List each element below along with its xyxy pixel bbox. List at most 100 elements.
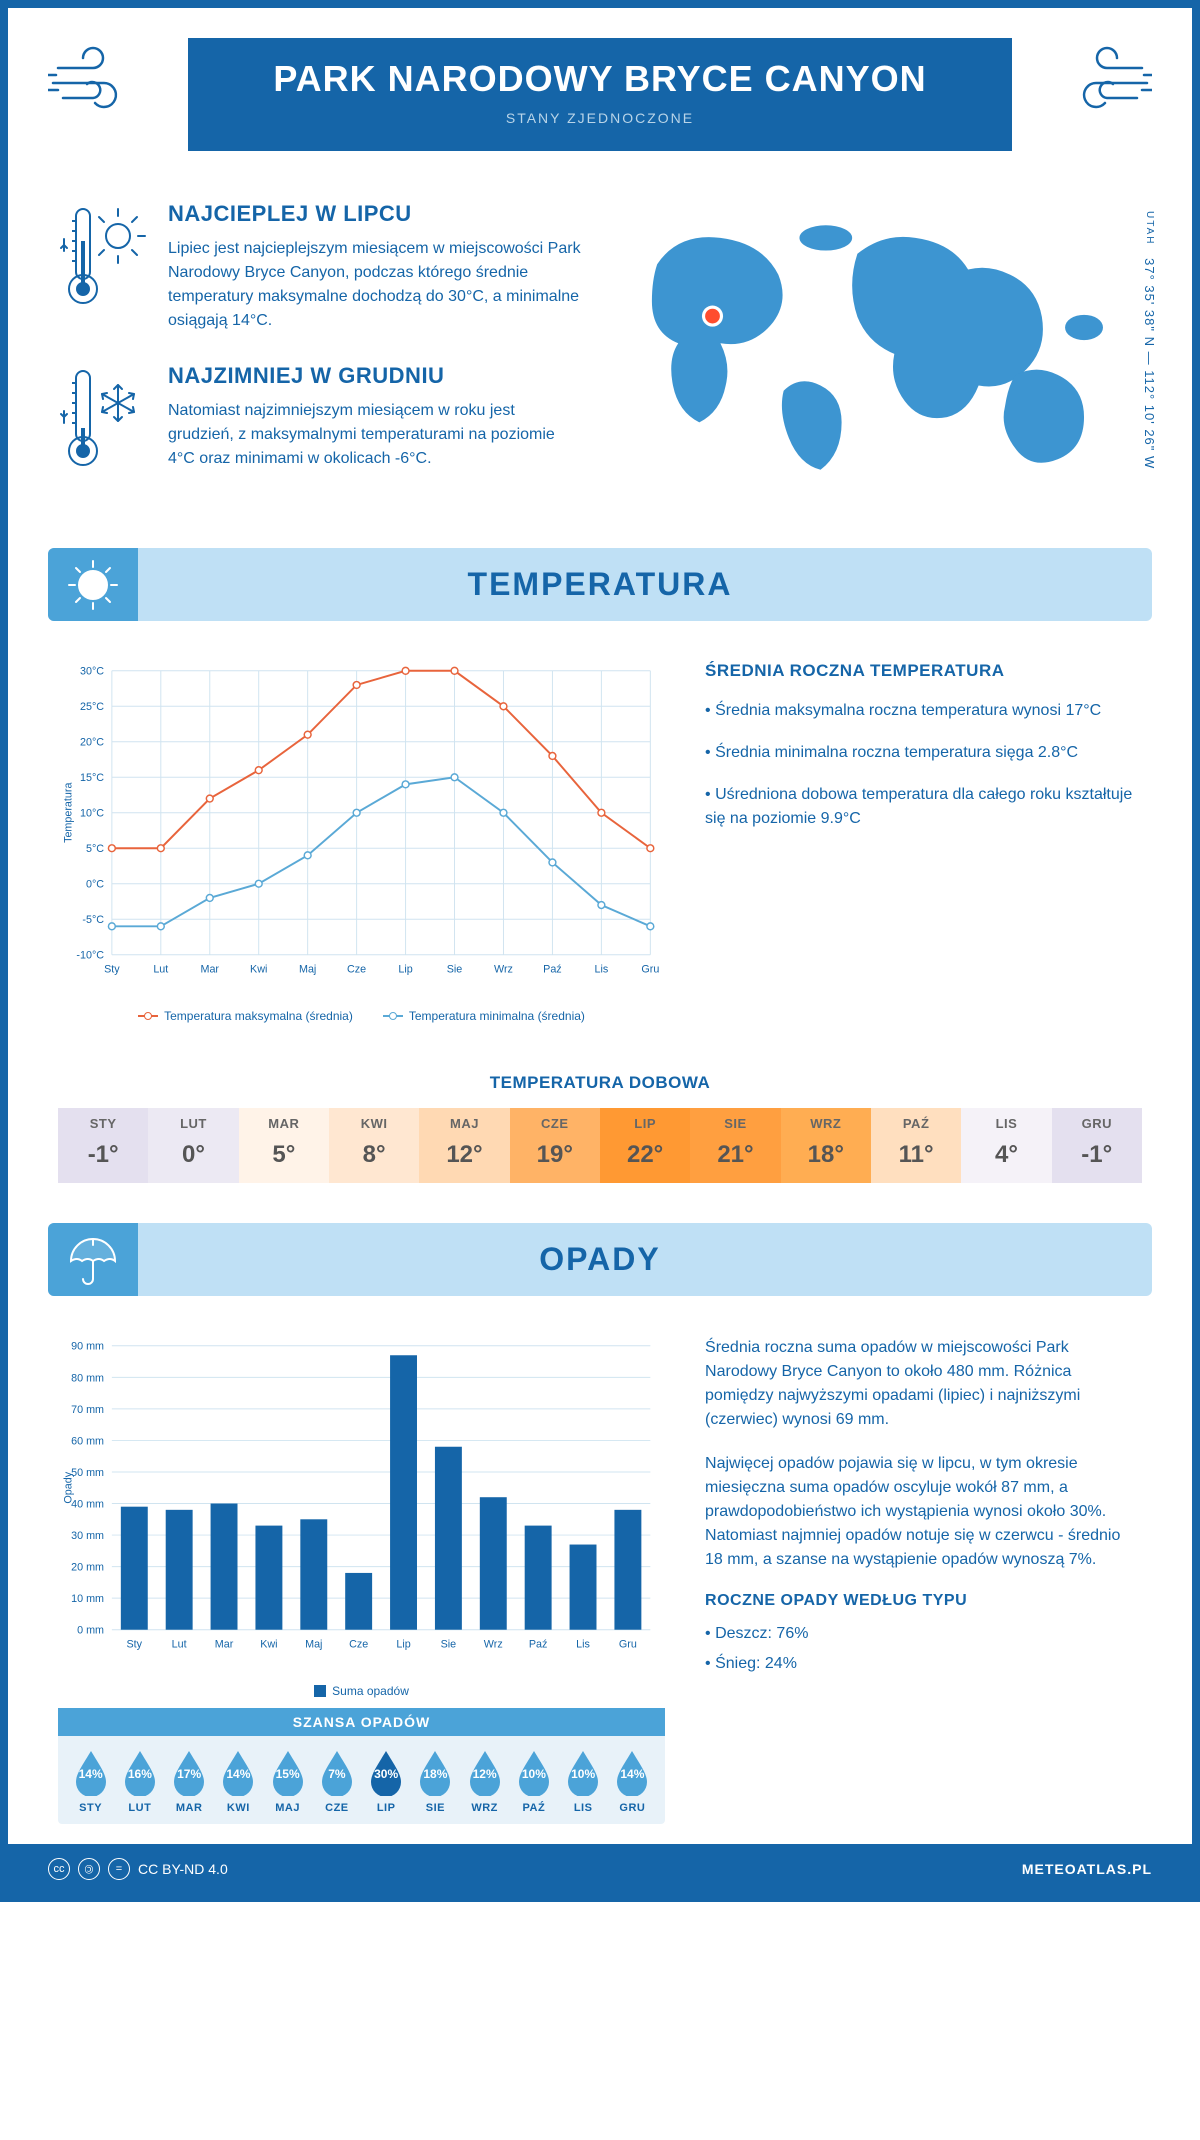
- fact-coldest: NAJZIMNIEJ W GRUDNIU Natomiast najzimnie…: [58, 363, 585, 478]
- page-subtitle: STANY ZJEDNOCZONE: [218, 110, 982, 126]
- svg-text:20°C: 20°C: [80, 737, 104, 749]
- svg-text:60 mm: 60 mm: [71, 1435, 104, 1447]
- daily-cell: PAŹ11°: [871, 1108, 961, 1183]
- raindrop-icon: 12%: [466, 1748, 504, 1796]
- svg-text:5°C: 5°C: [86, 843, 104, 855]
- summary-bullet: • Średnia minimalna roczna temperatura s…: [705, 741, 1142, 765]
- sun-icon: [48, 548, 138, 621]
- svg-text:-5°C: -5°C: [82, 914, 104, 926]
- precip-area: 0 mm10 mm20 mm30 mm40 mm50 mm60 mm70 mm8…: [8, 1296, 1192, 1844]
- chance-cell: 12% WRZ: [460, 1748, 509, 1814]
- svg-text:40 mm: 40 mm: [71, 1498, 104, 1510]
- raindrop-icon: 30%: [367, 1748, 405, 1796]
- svg-text:70 mm: 70 mm: [71, 1404, 104, 1416]
- svg-text:Sty: Sty: [104, 963, 120, 975]
- chance-cell: 17% MAR: [165, 1748, 214, 1814]
- daily-cell: WRZ18°: [781, 1108, 871, 1183]
- daily-cell: KWI8°: [329, 1108, 419, 1183]
- coords-label: 37° 35' 38" N — 112° 10' 26" W: [1142, 258, 1157, 469]
- legend-max: Temperatura maksymalna (średnia): [164, 1009, 353, 1023]
- svg-text:Wrz: Wrz: [484, 1638, 503, 1650]
- by-icon: 🄯: [78, 1858, 100, 1880]
- precip-legend: Suma opadów: [58, 1684, 665, 1698]
- precip-rain: • Deszcz: 76%: [705, 1622, 1142, 1646]
- svg-text:20 mm: 20 mm: [71, 1561, 104, 1573]
- daily-cell: SIE21°: [690, 1108, 780, 1183]
- svg-text:Gru: Gru: [641, 963, 659, 975]
- chance-cell: 10% PAŹ: [509, 1748, 558, 1814]
- raindrop-icon: 7%: [318, 1748, 356, 1796]
- daily-temp-strip: STY-1°LUT0°MAR5°KWI8°MAJ12°CZE19°LIP22°S…: [58, 1108, 1142, 1183]
- facts-column: NAJCIEPLEJ W LIPCU Lipiec jest najcieple…: [58, 201, 585, 508]
- precip-p2: Najwięcej opadów pojawia się w lipcu, w …: [705, 1452, 1142, 1572]
- chance-cell: 15% MAJ: [263, 1748, 312, 1814]
- site-name: METEOATLAS.PL: [1022, 1861, 1152, 1877]
- daily-cell: STY-1°: [58, 1108, 148, 1183]
- svg-text:Cze: Cze: [347, 963, 366, 975]
- daily-cell: CZE19°: [510, 1108, 600, 1183]
- svg-text:Lut: Lut: [153, 963, 168, 975]
- chance-cell: 14% GRU: [608, 1748, 657, 1814]
- header: PARK NARODOWY BRYCE CANYON STANY ZJEDNOC…: [8, 8, 1192, 171]
- raindrop-icon: 16%: [121, 1748, 159, 1796]
- nd-icon: =: [108, 1858, 130, 1880]
- svg-text:-10°C: -10°C: [76, 950, 104, 962]
- svg-text:Maj: Maj: [299, 963, 316, 975]
- legend-min: Temperatura minimalna (średnia): [409, 1009, 585, 1023]
- svg-text:Maj: Maj: [305, 1638, 322, 1650]
- world-map-icon: [615, 201, 1142, 475]
- map-column: UTAH 37° 35' 38" N — 112° 10' 26" W: [615, 201, 1142, 508]
- precip-summary: Średnia roczna suma opadów w miejscowośc…: [705, 1336, 1142, 1824]
- daily-temp-title: TEMPERATURA DOBOWA: [8, 1073, 1192, 1093]
- svg-text:Paź: Paź: [543, 963, 562, 975]
- svg-text:0 mm: 0 mm: [77, 1625, 104, 1637]
- daily-cell: MAJ12°: [419, 1108, 509, 1183]
- raindrop-icon: 14%: [72, 1748, 110, 1796]
- temperature-area: -10°C-5°C0°C5°C10°C15°C20°C25°C30°CStyLu…: [8, 621, 1192, 1053]
- title-banner: PARK NARODOWY BRYCE CANYON STANY ZJEDNOC…: [188, 38, 1012, 151]
- svg-text:Paź: Paź: [529, 1638, 548, 1650]
- raindrop-icon: 14%: [613, 1748, 651, 1796]
- chance-cell: 16% LUT: [115, 1748, 164, 1814]
- svg-text:30°C: 30°C: [80, 666, 104, 678]
- summary-bullet: • Uśredniona dobowa temperatura dla całe…: [705, 783, 1142, 831]
- daily-cell: MAR5°: [239, 1108, 329, 1183]
- license-text: CC BY-ND 4.0: [138, 1861, 228, 1877]
- fact-hottest: NAJCIEPLEJ W LIPCU Lipiec jest najcieple…: [58, 201, 585, 333]
- svg-text:90 mm: 90 mm: [71, 1341, 104, 1353]
- summary-title: ŚREDNIA ROCZNA TEMPERATURA: [705, 661, 1142, 681]
- raindrop-icon: 17%: [170, 1748, 208, 1796]
- page-title: PARK NARODOWY BRYCE CANYON: [218, 58, 982, 100]
- section-temperature: TEMPERATURA: [48, 548, 1152, 621]
- svg-text:Lis: Lis: [595, 963, 609, 975]
- temp-legend: Temperatura maksymalna (średnia) Tempera…: [58, 1009, 665, 1023]
- raindrop-icon: 10%: [564, 1748, 602, 1796]
- precip-snow: • Śnieg: 24%: [705, 1652, 1142, 1676]
- precip-types: ROCZNE OPADY WEDŁUG TYPU • Deszcz: 76% •…: [705, 1592, 1142, 1676]
- svg-text:Temperatura: Temperatura: [63, 783, 75, 843]
- temperature-chart: -10°C-5°C0°C5°C10°C15°C20°C25°C30°CStyLu…: [58, 661, 665, 1023]
- chance-box: SZANSA OPADÓW 14% STY 16% LUT 17% MAR 14…: [58, 1708, 665, 1824]
- footer: cc 🄯 = CC BY-ND 4.0 METEOATLAS.PL: [8, 1844, 1192, 1894]
- chance-cell: 18% SIE: [411, 1748, 460, 1814]
- svg-text:Gru: Gru: [619, 1638, 637, 1650]
- svg-text:Mar: Mar: [215, 1638, 234, 1650]
- svg-text:Lut: Lut: [172, 1638, 187, 1650]
- chance-title: SZANSA OPADÓW: [58, 1708, 665, 1736]
- raindrop-icon: 14%: [219, 1748, 257, 1796]
- svg-text:Kwi: Kwi: [260, 1638, 277, 1650]
- wind-icon: [48, 43, 148, 123]
- svg-text:Mar: Mar: [201, 963, 220, 975]
- wind-icon: [1052, 43, 1152, 123]
- fact-hot-text: Lipiec jest najcieplejszym miesiącem w m…: [168, 237, 585, 333]
- chance-cell: 30% LIP: [362, 1748, 411, 1814]
- summary-bullet: • Średnia maksymalna roczna temperatura …: [705, 699, 1142, 723]
- svg-text:Wrz: Wrz: [494, 963, 513, 975]
- svg-text:25°C: 25°C: [80, 701, 104, 713]
- location-marker-icon: [702, 306, 723, 327]
- svg-text:80 mm: 80 mm: [71, 1372, 104, 1384]
- svg-text:10 mm: 10 mm: [71, 1593, 104, 1605]
- precip-chart: 0 mm10 mm20 mm30 mm40 mm50 mm60 mm70 mm8…: [58, 1336, 665, 1824]
- daily-cell: GRU-1°: [1052, 1108, 1142, 1183]
- svg-text:50 mm: 50 mm: [71, 1467, 104, 1479]
